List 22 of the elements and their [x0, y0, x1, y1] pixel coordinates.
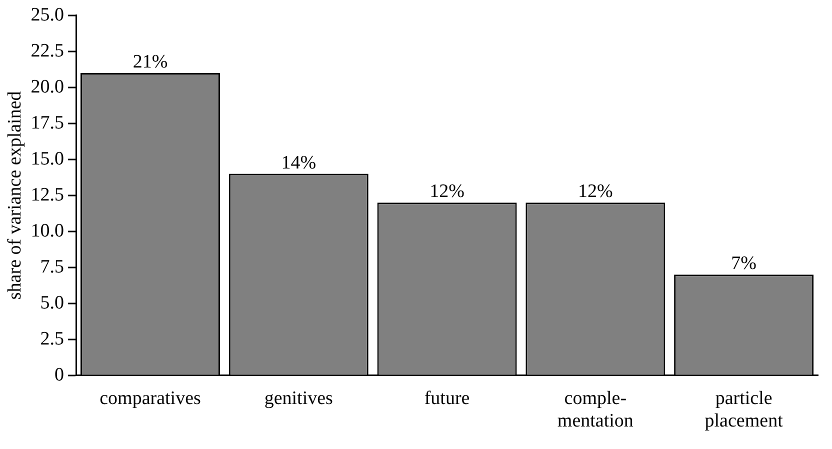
y-tick-label: 5.0: [40, 292, 64, 314]
data-label: 12%: [578, 181, 613, 202]
y-tick-label: 7.5: [40, 256, 64, 278]
y-tick-label: 0: [54, 364, 64, 386]
y-axis-title: share of variance explained: [4, 90, 26, 300]
y-tick-label: 12.5: [30, 184, 64, 206]
x-tick-label: particle placement: [704, 388, 784, 432]
data-label: 7%: [731, 253, 757, 274]
data-label: 21%: [132, 51, 168, 72]
y-tick-label: 17.5: [30, 112, 64, 134]
x-tick-label: future: [424, 388, 470, 409]
data-label: 12%: [430, 181, 465, 202]
x-tick-label: comparatives: [100, 388, 201, 409]
y-tick-label: 15.0: [30, 148, 64, 170]
y-tick-label: 2.5: [40, 328, 64, 350]
y-tick-label: 10.0: [30, 220, 64, 242]
y-tick-label: 22.5: [30, 40, 64, 62]
x-tick-label: genitives: [264, 388, 333, 409]
data-label: 14%: [281, 152, 316, 174]
y-tick-label: 25.0: [30, 4, 64, 26]
y-tick-label: 20.0: [30, 76, 64, 98]
x-tick-label: comple- mentation: [557, 388, 634, 432]
